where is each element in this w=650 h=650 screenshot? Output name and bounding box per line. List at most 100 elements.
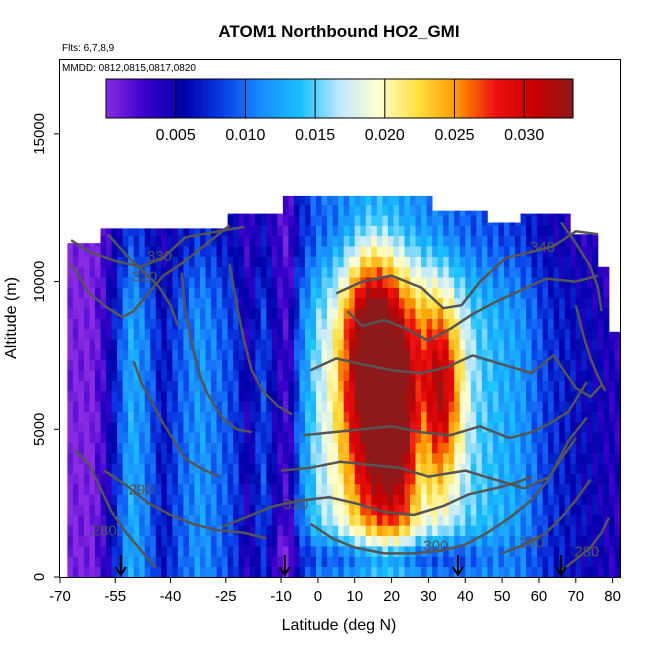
heatmap-cell — [144, 483, 151, 495]
heatmap-cell — [448, 566, 455, 578]
heatmap-cell — [492, 328, 499, 340]
colorbar-swatch — [570, 79, 574, 118]
heatmap-cell — [354, 442, 361, 454]
heatmap-cell — [255, 246, 262, 257]
heatmap-cell — [144, 228, 151, 237]
heatmap-cell — [211, 277, 217, 288]
heatmap-cell — [398, 215, 405, 226]
heatmap-cell — [454, 308, 461, 319]
heatmap-cell — [205, 339, 212, 350]
heatmap-cell — [244, 287, 251, 299]
heatmap-cell — [492, 308, 499, 319]
heatmap-cell — [238, 308, 245, 319]
heatmap-cell — [321, 566, 328, 578]
colorbar-swatch — [129, 79, 133, 118]
heatmap-cell — [183, 401, 190, 412]
heatmap-cell — [608, 494, 615, 506]
heatmap-cell — [271, 328, 278, 340]
heatmap-cell — [398, 390, 405, 402]
heatmap-cell — [360, 266, 367, 278]
heatmap-cell — [293, 246, 300, 257]
heatmap-cell — [222, 442, 229, 454]
heatmap-cell — [78, 266, 85, 278]
heatmap-cell — [122, 432, 129, 443]
heatmap-cell — [404, 463, 411, 474]
heatmap-cell — [360, 328, 367, 340]
heatmap-cell — [443, 235, 450, 247]
heatmap-cell — [89, 349, 96, 361]
heatmap-cell — [465, 514, 472, 526]
heatmap-cell — [465, 339, 472, 350]
heatmap-cell — [111, 349, 118, 361]
heatmap-cell — [570, 545, 577, 557]
heatmap-cell — [305, 442, 311, 454]
heatmap-cell — [89, 411, 96, 423]
heatmap-cell — [526, 442, 532, 454]
heatmap-cell — [83, 566, 90, 578]
heatmap-cell — [537, 411, 544, 423]
heatmap-cell — [321, 359, 328, 371]
heatmap-cell — [249, 514, 256, 526]
heatmap-cell — [166, 359, 173, 371]
heatmap-cell — [172, 390, 179, 402]
heatmap-cell — [421, 432, 427, 443]
heatmap-cell — [166, 473, 173, 485]
heatmap-cell — [515, 442, 521, 454]
heatmap-cell — [299, 556, 306, 568]
heatmap-cell — [260, 494, 267, 506]
heatmap-cell — [111, 504, 118, 516]
heatmap-cell — [200, 308, 206, 319]
heatmap-cell — [360, 452, 367, 464]
heatmap-cell — [354, 225, 361, 237]
heatmap-cell — [443, 401, 450, 412]
heatmap-cell — [476, 483, 483, 495]
heatmap-cell — [581, 318, 588, 330]
heatmap-cell — [448, 235, 455, 247]
colorbar-swatch — [263, 79, 268, 118]
heatmap-cell — [476, 370, 483, 381]
heatmap-cell — [95, 277, 101, 288]
heatmap-cell — [200, 442, 206, 454]
colorbar-swatch — [178, 79, 183, 118]
heatmap-cell — [487, 494, 494, 506]
heatmap-cell — [476, 328, 483, 340]
heatmap-cell — [421, 421, 427, 433]
contour-label: 320 — [132, 269, 157, 286]
heatmap-cell — [503, 473, 510, 485]
heatmap-cell — [592, 318, 599, 330]
heatmap-cell — [410, 339, 416, 350]
heatmap-cell — [520, 525, 527, 537]
heatmap-cell — [376, 215, 383, 226]
heatmap-cell — [382, 256, 389, 268]
heatmap-cell — [117, 463, 124, 474]
heatmap-cell — [597, 483, 604, 495]
heatmap-cell — [498, 421, 505, 433]
heatmap-cell — [470, 287, 477, 299]
heatmap-cell — [520, 359, 527, 371]
heatmap-cell — [177, 432, 184, 443]
colorbar-swatch — [167, 79, 171, 118]
heatmap-cell — [299, 545, 306, 557]
heatmap-cell — [581, 432, 588, 443]
heatmap-cell — [376, 411, 383, 423]
heatmap-cell — [608, 359, 615, 371]
heatmap-cell — [332, 432, 339, 443]
heatmap-cell — [227, 494, 234, 506]
heatmap-cell — [293, 308, 300, 319]
heatmap-cell — [603, 566, 610, 578]
heatmap-cell — [310, 297, 317, 309]
heatmap-cell — [249, 308, 256, 319]
colorbar-swatch — [298, 79, 303, 118]
heatmap-cell — [321, 349, 328, 361]
heatmap-cell — [432, 339, 439, 350]
heatmap-cell — [509, 318, 516, 330]
heatmap-cell — [487, 225, 494, 237]
heatmap-cell — [100, 370, 107, 381]
heatmap-cell — [531, 349, 538, 361]
heatmap-cell — [476, 225, 483, 237]
flight-marker-arrow — [114, 566, 127, 577]
heatmap-cell — [404, 566, 411, 578]
heatmap-cell — [459, 287, 466, 299]
heatmap-cell — [233, 339, 240, 350]
heatmap-cell — [72, 514, 79, 526]
